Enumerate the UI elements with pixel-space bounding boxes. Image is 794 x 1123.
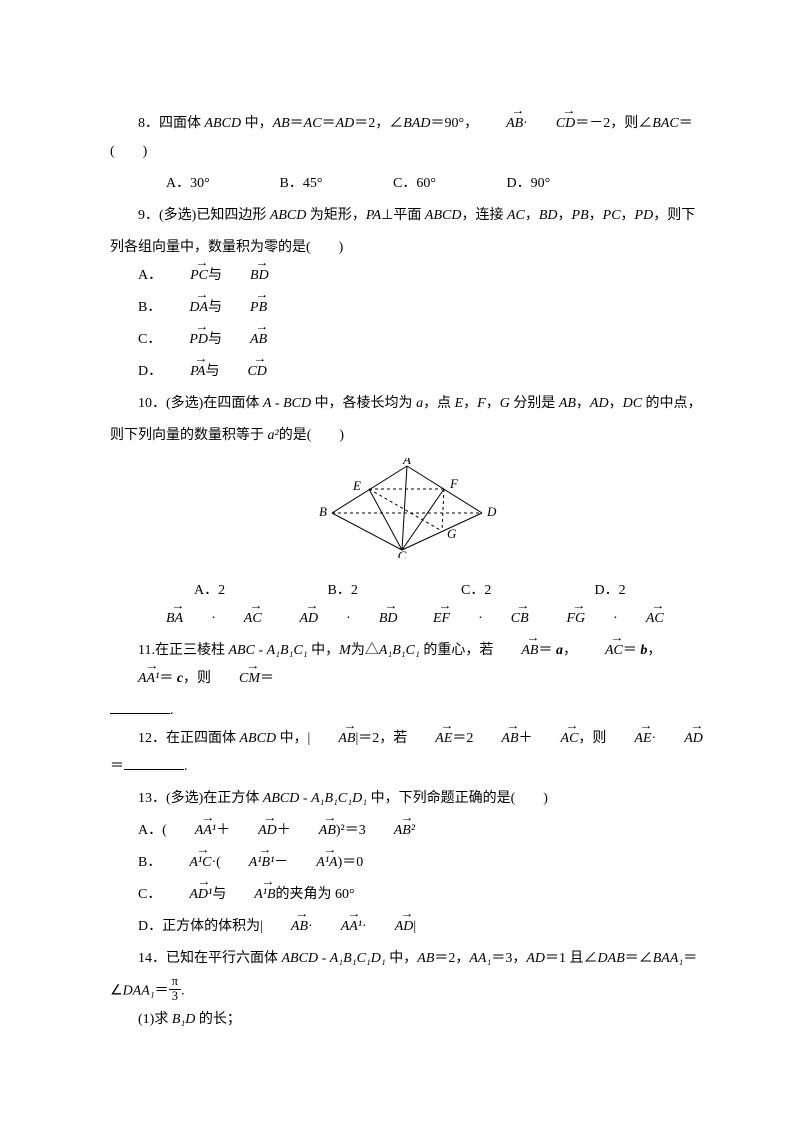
svg-text:A: A: [402, 458, 411, 467]
q9-optD: D．PA与CD: [110, 358, 704, 386]
q10-optB: B．2AD·BD: [272, 577, 402, 633]
svg-text:E: E: [352, 478, 361, 493]
q8-optC: C．60°: [365, 170, 475, 198]
fraction-pi-3: π3: [169, 975, 181, 1004]
question-8: 8．四面体 ABCD 中，AB＝AC＝AD＝2，∠BAD＝90°，AB·CD＝－…: [110, 110, 704, 166]
q10-optA: A．2BA·AC: [138, 577, 268, 633]
svg-text:D: D: [486, 504, 497, 519]
blank-input[interactable]: [110, 699, 170, 714]
q14-line2: ∠DAA₁＝π3.: [110, 977, 704, 1006]
blank-input[interactable]: [124, 755, 184, 770]
svg-text:B: B: [319, 504, 327, 519]
tetrahedron-icon: A B C D E F G: [317, 458, 497, 558]
q10-diagram: A B C D E F G: [110, 458, 704, 569]
q8-optB: B．45°: [252, 170, 362, 198]
question-10: 10．(多选)在四面体 A - BCD 中，各棱长均为 a，点 E，F，G 分别…: [110, 390, 704, 418]
svg-text:C: C: [398, 548, 407, 558]
question-11: 11.在正三棱柱 ABC - A₁B₁C₁ 中，M为△A₁B₁C₁ 的重心，若A…: [110, 637, 704, 693]
question-14: 14．已知在平行六面体 ABCD - A₁B₁C₁D₁ 中，AB＝2，AA₁＝3…: [110, 945, 704, 973]
q10-line2: 则下列向量的数量积等于 a²的是( ): [110, 422, 704, 450]
vec-CD: CD: [528, 110, 575, 138]
q8-num: 8．: [138, 116, 159, 131]
svg-text:F: F: [449, 476, 459, 491]
q8-optA: A．30°: [138, 170, 248, 198]
q13-optD: D．正方体的体积为|AB·AA¹·AD|: [110, 913, 704, 941]
q8-optD: D．90°: [479, 170, 589, 198]
q8-options: A．30° B．45° C．60° D．90°: [110, 170, 704, 198]
q10-optD: D．2FG·AC: [539, 577, 669, 633]
q10-options: A．2BA·AC B．2AD·BD C．2EF·CB D．2FG·AC: [110, 577, 704, 633]
vec-AB: AB: [478, 110, 523, 138]
question-9: 9．(多选)已知四边形 ABCD 为矩形，PA⊥平面 ABCD，连接 AC，BD…: [110, 202, 704, 230]
q14-sub1: (1)求 B₁D 的长；: [110, 1006, 704, 1034]
question-12: 12．在正四面体 ABCD 中，|AB|＝2，若AE＝2AB＋AC，则AE·AD…: [110, 725, 704, 781]
svg-text:G: G: [447, 526, 457, 541]
q10-optC: C．2EF·CB: [405, 577, 535, 633]
